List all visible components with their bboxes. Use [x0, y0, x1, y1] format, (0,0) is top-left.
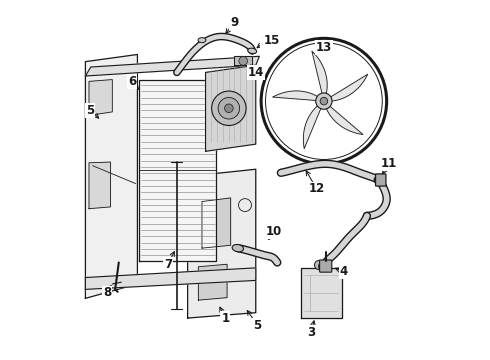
Circle shape — [315, 260, 324, 270]
Circle shape — [320, 97, 328, 105]
Polygon shape — [326, 106, 363, 135]
Polygon shape — [188, 169, 256, 318]
Circle shape — [212, 91, 246, 126]
Ellipse shape — [198, 38, 206, 42]
Polygon shape — [234, 56, 252, 65]
Polygon shape — [303, 105, 321, 149]
Circle shape — [224, 104, 233, 113]
Ellipse shape — [232, 244, 244, 252]
Text: 10: 10 — [266, 225, 282, 238]
Polygon shape — [272, 91, 318, 100]
Polygon shape — [85, 56, 259, 76]
Polygon shape — [202, 198, 231, 248]
Polygon shape — [205, 65, 256, 151]
Text: 13: 13 — [316, 41, 332, 54]
Text: 3: 3 — [307, 326, 316, 339]
Ellipse shape — [248, 48, 257, 54]
Polygon shape — [330, 74, 368, 101]
Text: 6: 6 — [128, 75, 136, 88]
Polygon shape — [312, 51, 327, 94]
Polygon shape — [198, 264, 227, 300]
Polygon shape — [300, 268, 342, 318]
Text: 5: 5 — [253, 319, 262, 332]
Polygon shape — [139, 80, 216, 261]
Text: 4: 4 — [340, 265, 348, 278]
Circle shape — [316, 93, 332, 109]
FancyBboxPatch shape — [319, 260, 332, 272]
Text: 7: 7 — [164, 258, 172, 271]
Text: 9: 9 — [230, 16, 238, 29]
Text: 1: 1 — [221, 311, 229, 325]
FancyBboxPatch shape — [375, 174, 386, 186]
Polygon shape — [267, 37, 277, 47]
Polygon shape — [89, 80, 112, 116]
Text: 2: 2 — [261, 35, 269, 49]
Text: 12: 12 — [309, 183, 325, 195]
Polygon shape — [85, 268, 256, 289]
Circle shape — [218, 98, 240, 119]
Text: 14: 14 — [247, 66, 264, 79]
Polygon shape — [85, 54, 137, 298]
Text: 11: 11 — [380, 157, 396, 170]
Text: 5: 5 — [86, 104, 94, 117]
Text: 8: 8 — [103, 287, 111, 300]
Circle shape — [239, 57, 247, 65]
Text: 15: 15 — [264, 33, 280, 47]
Polygon shape — [89, 162, 111, 209]
